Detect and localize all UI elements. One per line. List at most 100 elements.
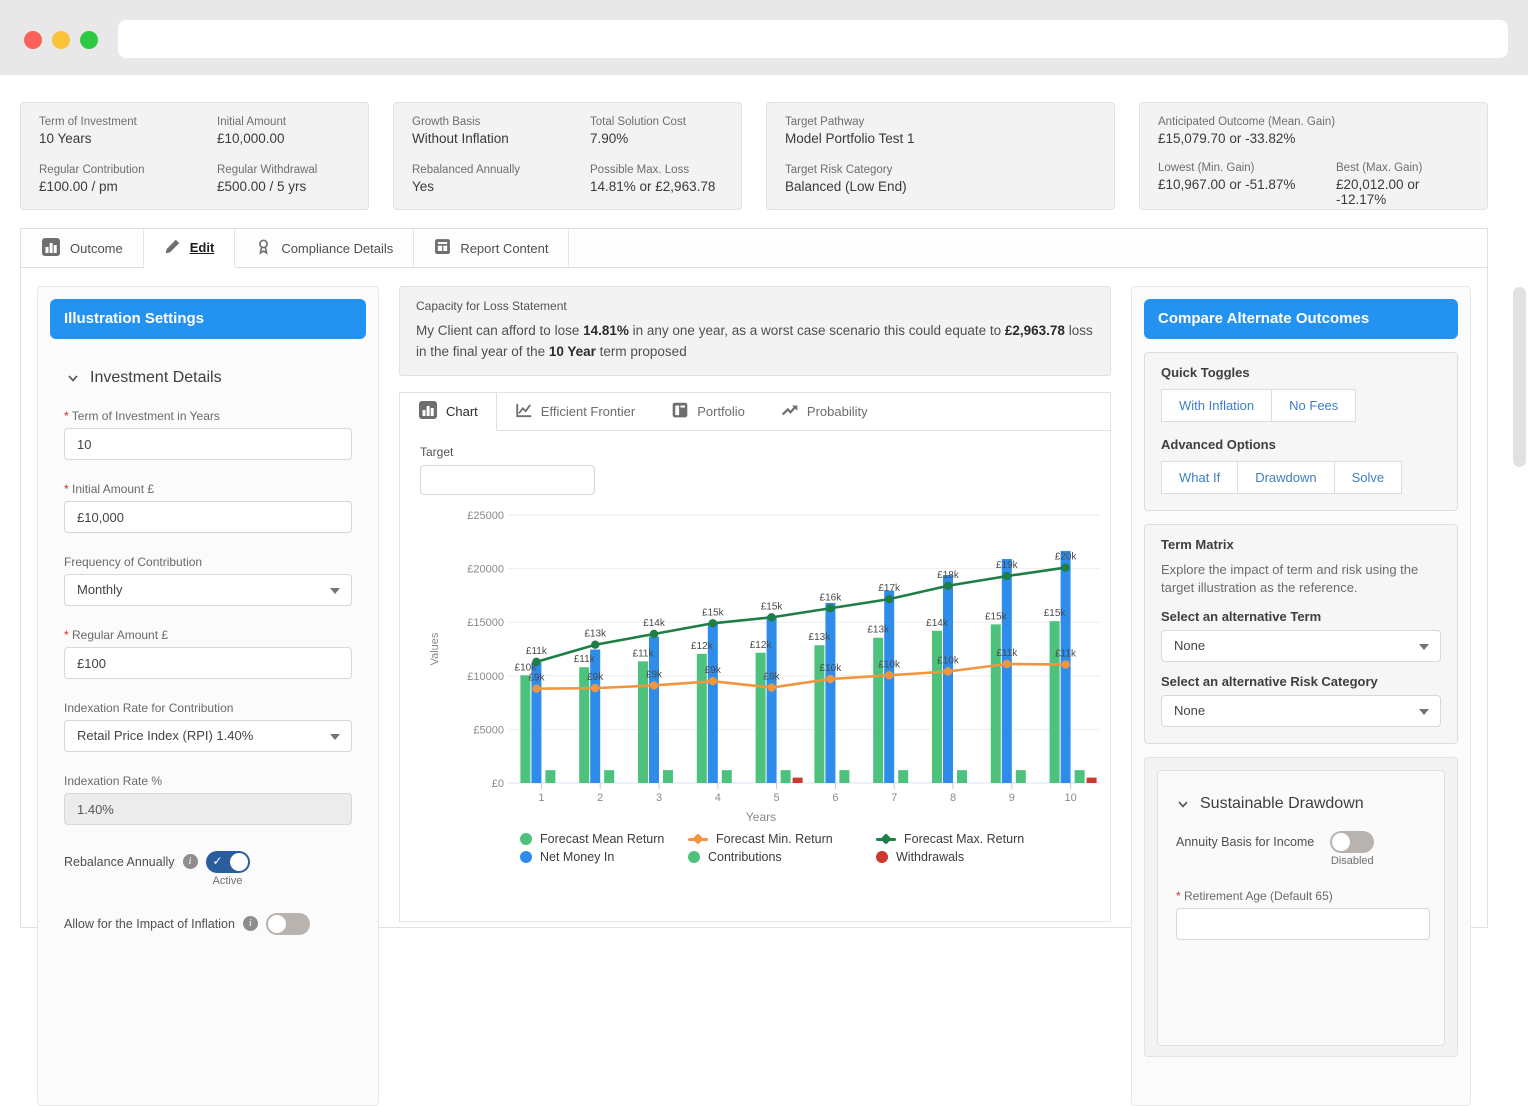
tab-efficient-frontier[interactable]: Efficient Frontier [497, 393, 653, 430]
chart-card: Chart Efficient Frontier Portfolio Proba… [399, 392, 1111, 922]
svg-text:£12k: £12k [750, 640, 773, 651]
summary-field: Possible Max. Loss14.81% or £2,963.78 [590, 164, 723, 196]
window-minimize-icon[interactable] [52, 31, 70, 49]
svg-text:£20000: £20000 [467, 563, 504, 575]
svg-text:£13k: £13k [584, 629, 607, 640]
summary-field: Term of Investment10 Years [39, 116, 217, 148]
toggle-state-label: Active [213, 875, 243, 887]
target-input[interactable] [420, 465, 595, 495]
sustainable-drawdown-outer: Sustainable Drawdown Annuity Basis for I… [1144, 757, 1458, 1057]
legend-item[interactable]: Forecast Max. Return [876, 832, 1024, 846]
field-indexation-rate-contribution: Indexation Rate for Contribution Retail … [64, 701, 352, 752]
browser-chrome [0, 0, 1528, 75]
summary-card-growth: Growth BasisWithout Inflation Total Solu… [393, 102, 742, 210]
svg-text:£25000: £25000 [467, 510, 504, 522]
rebalance-annually-toggle[interactable] [206, 851, 250, 873]
summary-field: Total Solution Cost7.90% [590, 116, 723, 148]
impact-of-inflation-toggle[interactable] [266, 913, 310, 935]
summary-cards: Term of Investment10 Years Initial Amoun… [20, 102, 1488, 210]
section-sustainable-drawdown[interactable]: Sustainable Drawdown [1176, 795, 1430, 813]
field-label: Retirement Age (Default 65) [1176, 889, 1430, 903]
impact-of-inflation-row: Allow for the Impact of Inflation [64, 913, 352, 935]
what-if-button[interactable]: What If [1161, 461, 1238, 494]
svg-text:£10k: £10k [515, 662, 538, 673]
field-label: Indexation Rate for Contribution [64, 701, 352, 715]
tab-portfolio[interactable]: Portfolio [653, 393, 763, 430]
tab-label: Chart [446, 404, 478, 419]
chevron-down-icon [1176, 797, 1190, 811]
drawdown-button[interactable]: Drawdown [1237, 461, 1334, 494]
select-value: Monthly [77, 582, 123, 597]
alt-term-select[interactable]: None [1161, 630, 1441, 662]
section-title: Sustainable Drawdown [1200, 795, 1364, 813]
retirement-age-input[interactable] [1176, 908, 1430, 940]
main-tab-bar: Outcome Edit Compliance Details Report C… [21, 229, 1487, 268]
indexation-rate-select[interactable]: Retail Price Index (RPI) 1.40% [64, 720, 352, 752]
svg-text:£11k: £11k [1055, 648, 1077, 659]
legend-item[interactable]: Forecast Mean Return [520, 832, 688, 846]
advanced-option-buttons: What If Drawdown Solve [1161, 461, 1441, 494]
select-value: None [1174, 703, 1205, 718]
window-maximize-icon[interactable] [80, 31, 98, 49]
alt-risk-select[interactable]: None [1161, 695, 1441, 727]
svg-text:£15000: £15000 [467, 617, 504, 629]
tab-label: Edit [190, 240, 215, 255]
solve-button[interactable]: Solve [1334, 461, 1403, 494]
svg-text:£15k: £15k [761, 601, 784, 612]
svg-text:Values: Values [429, 632, 441, 665]
with-inflation-button[interactable]: With Inflation [1161, 389, 1272, 422]
trend-arrow-icon [781, 401, 799, 422]
forecast-chart: £0£5000£10000£15000£20000£25000Values123… [412, 501, 1110, 864]
svg-text:4: 4 [715, 792, 721, 803]
annuity-basis-toggle[interactable] [1330, 831, 1374, 853]
bar-chart-icon [41, 237, 61, 260]
field-term-of-investment: Term of Investment in Years [64, 409, 352, 460]
term-matrix-box: Term Matrix Explore the impact of term a… [1144, 524, 1458, 744]
capacity-statement: My Client can afford to lose 14.81% in a… [416, 321, 1094, 363]
frequency-select[interactable]: Monthly [64, 574, 352, 606]
address-bar[interactable] [118, 20, 1508, 58]
window-close-icon[interactable] [24, 31, 42, 49]
legend-item[interactable]: Forecast Min. Return [688, 832, 876, 846]
target-field: Target [420, 445, 1110, 495]
regular-amount-input[interactable] [64, 647, 352, 679]
tab-report-content[interactable]: Report Content [414, 229, 569, 267]
field-frequency-of-contribution: Frequency of Contribution Monthly [64, 555, 352, 606]
svg-text:8: 8 [950, 792, 956, 803]
no-fees-button[interactable]: No Fees [1271, 389, 1356, 422]
svg-text:5: 5 [774, 792, 780, 803]
field-label: Initial Amount £ [64, 482, 352, 496]
middle-column: Capacity for Loss Statement My Client ca… [399, 286, 1111, 922]
svg-text:£9k: £9k [646, 669, 663, 680]
initial-amount-input[interactable] [64, 501, 352, 533]
toggle-label: Annuity Basis for Income [1176, 831, 1314, 849]
tab-outcome[interactable]: Outcome [21, 229, 144, 267]
summary-field: Initial Amount£10,000.00 [217, 116, 350, 148]
compare-alternate-outcomes-panel: Compare Alternate Outcomes Quick Toggles… [1131, 286, 1471, 1106]
award-badge-icon [255, 238, 272, 258]
svg-text:£13k: £13k [867, 625, 890, 636]
svg-text:2: 2 [597, 792, 603, 803]
term-of-investment-input[interactable] [64, 428, 352, 460]
section-investment-details[interactable]: Investment Details [66, 369, 366, 387]
select-value: None [1174, 638, 1205, 653]
tab-chart[interactable]: Chart [400, 393, 497, 431]
svg-text:£12k: £12k [691, 641, 714, 652]
svg-text:£11k: £11k [574, 654, 596, 665]
tab-compliance-details[interactable]: Compliance Details [235, 229, 414, 267]
tab-edit[interactable]: Edit [144, 229, 236, 268]
page-scrollbar [1512, 75, 1527, 862]
legend-marker [876, 851, 888, 863]
field-label: Frequency of Contribution [64, 555, 352, 569]
tab-label: Outcome [70, 241, 123, 256]
tab-label: Report Content [460, 241, 548, 256]
scrollbar-thumb[interactable] [1513, 287, 1526, 467]
legend-marker [688, 851, 700, 863]
bar-chart-icon [418, 400, 438, 423]
chart-legend: Forecast Mean Return Forecast Min. Return… [520, 832, 1080, 864]
quick-toggles-label: Quick Toggles [1161, 365, 1441, 380]
legend-marker [520, 851, 532, 863]
legend-label: Forecast Mean Return [540, 832, 664, 846]
info-icon[interactable] [243, 916, 258, 931]
tab-probability[interactable]: Probability [763, 393, 886, 430]
